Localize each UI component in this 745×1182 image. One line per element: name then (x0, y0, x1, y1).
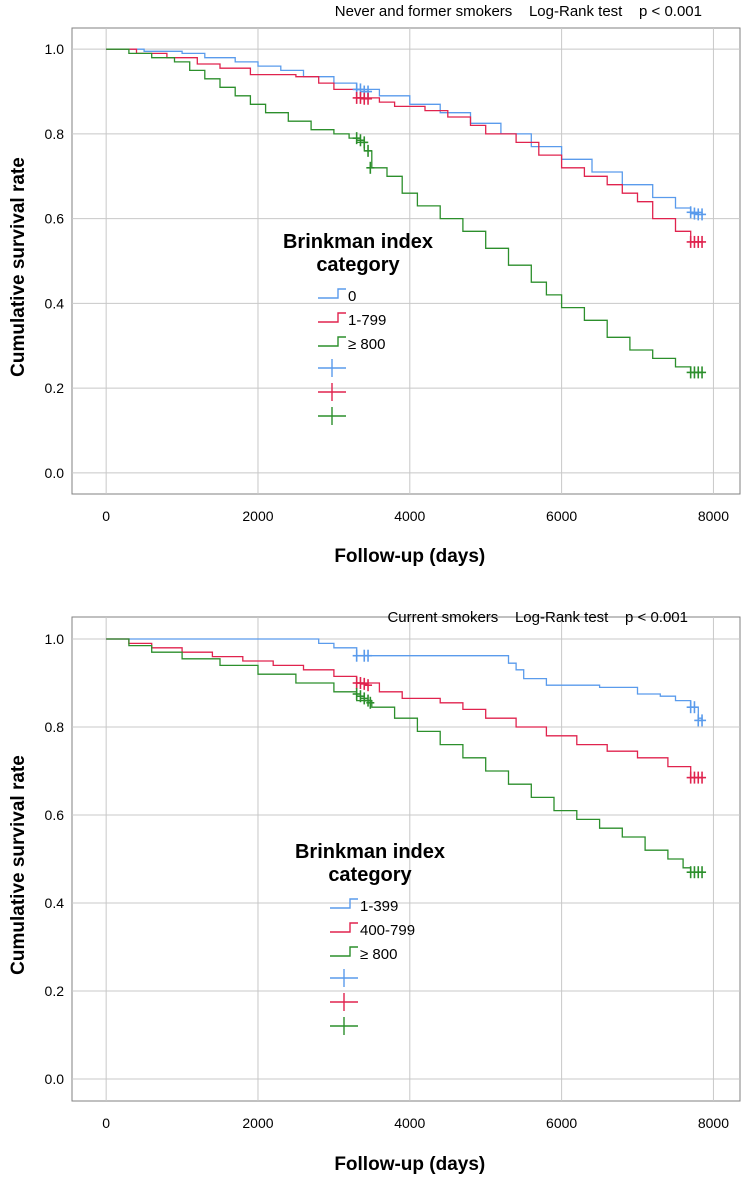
censor-mark-2 (364, 144, 373, 157)
censor-mark-0 (364, 649, 373, 662)
censor-mark-2 (698, 866, 707, 879)
legend-censor-swatch-0 (330, 969, 358, 987)
gridlines (72, 28, 740, 494)
series-line-1 (106, 48, 702, 243)
legend-censor-swatch-1 (318, 383, 346, 401)
censor-mark-0 (690, 207, 699, 220)
y-tick-label: 0.6 (45, 807, 65, 823)
censor-mark-0 (698, 714, 707, 727)
legend-censor-swatch-0 (318, 359, 346, 377)
x-tick-label: 8000 (698, 1115, 729, 1131)
series-lines (106, 48, 703, 374)
censor-mark-2 (352, 688, 361, 700)
legend-censor-swatch-1 (330, 993, 358, 1011)
series-line-0 (106, 638, 703, 721)
legend-line-swatch-1 (330, 922, 358, 933)
legend: Brinkman index category 0 1-799 ≥ 800 (283, 231, 433, 425)
censor-mark-1 (698, 771, 707, 784)
legend-line-swatch-1 (318, 312, 346, 323)
censor-mark-1 (364, 92, 373, 105)
x-tick-label: 0 (102, 508, 110, 524)
y-tick-label: 0.2 (45, 983, 65, 999)
censor-mark-1 (698, 235, 707, 248)
plot-frame (71, 27, 741, 495)
censor-mark-2 (366, 696, 375, 709)
legend-label-0: 0 (348, 288, 356, 305)
series-line-2 (106, 48, 702, 374)
x-tick-label: 2000 (242, 508, 273, 524)
y-axis-label: Cumulative survival rate (8, 755, 29, 975)
legend-label-400-799: 400-799 (360, 922, 415, 939)
y-tick-label: 0.4 (45, 895, 65, 911)
series-line-2 (106, 638, 702, 873)
legend-title-line-2: category (316, 254, 400, 276)
censor-mark-0 (698, 208, 707, 221)
series-line-1 (106, 638, 702, 779)
censor-marks (352, 83, 707, 379)
censor-mark-0 (690, 701, 699, 714)
legend-label-1-399: 1-399 (360, 898, 398, 915)
censor-mark-1 (364, 679, 373, 692)
censor-mark-2 (352, 132, 361, 145)
y-tick-label: 0.4 (45, 295, 65, 311)
legend: Brinkman index category 1-399 400-799 ≥ … (295, 841, 445, 1035)
plot-frame (71, 616, 741, 1102)
censor-mark-0 (686, 206, 695, 219)
x-tick-label: 4000 (394, 1115, 425, 1131)
x-tick-label: 6000 (546, 1115, 577, 1131)
chart-title: Current smokers Log-Rank test p < 0.001 (387, 609, 688, 626)
y-tick-label: 1.0 (45, 631, 65, 647)
censor-marks (352, 649, 707, 879)
censor-mark-2 (356, 690, 365, 703)
y-tick-label: 1.0 (45, 41, 65, 57)
censor-mark-2 (698, 366, 707, 379)
y-tick-label: 0.8 (45, 719, 65, 735)
censor-mark-1 (360, 677, 369, 690)
x-tick-label: 2000 (242, 1115, 273, 1131)
tick-labels: 0 2000 4000 6000 8000 0.0 0.2 0.4 0.6 0.8 1.0 (45, 41, 730, 524)
y-tick-label: 0.0 (45, 1071, 65, 1087)
censor-mark-2 (360, 136, 369, 149)
series-line-0 (106, 48, 703, 215)
legend-label-1-799: 1-799 (348, 312, 386, 329)
legend-censor-swatch-2 (330, 1017, 358, 1035)
legend-title-line-2: category (328, 864, 412, 886)
legend-label-800-plus: ≥ 800 (348, 336, 385, 353)
series-lines (106, 638, 703, 873)
y-tick-label: 0.8 (45, 126, 65, 142)
x-axis-label: Follow-up (days) (334, 546, 485, 567)
y-tick-label: 0.6 (45, 211, 65, 227)
x-tick-label: 4000 (394, 508, 425, 524)
legend-line-swatch-2 (318, 336, 346, 347)
chart-current-smokers: 0 2000 4000 6000 8000 0.0 0.2 0.4 0.6 0.8 1.0 Curr… (8, 609, 741, 1175)
chart-never-former-smokers: 0 2000 4000 6000 8000 0.0 0.2 0.4 0.6 0.8 1.0 Neve… (8, 3, 741, 567)
legend-line-swatch-0 (330, 898, 358, 909)
y-axis-label: Cumulative survival rate (8, 157, 29, 377)
censor-mark-2 (356, 134, 365, 147)
legend-label-800-plus: ≥ 800 (360, 946, 397, 963)
legend-title-line-1: Brinkman index (283, 231, 433, 253)
x-tick-label: 8000 (698, 508, 729, 524)
legend-censor-swatch-2 (318, 407, 346, 425)
censor-mark-1 (356, 91, 365, 104)
censor-mark-1 (356, 677, 365, 689)
y-tick-label: 0.0 (45, 465, 65, 481)
legend-title-line-1: Brinkman index (295, 841, 445, 863)
tick-labels: 0 2000 4000 6000 8000 0.0 0.2 0.4 0.6 0.8 1.0 (45, 631, 730, 1131)
censor-mark-2 (360, 692, 369, 705)
gridlines (72, 617, 740, 1101)
x-axis-label: Follow-up (days) (334, 1154, 485, 1175)
censor-mark-0 (352, 649, 361, 662)
y-tick-label: 0.2 (45, 380, 65, 396)
x-tick-label: 0 (102, 1115, 110, 1131)
chart-title: Never and former smokers Log-Rank test p… (335, 3, 702, 20)
x-tick-label: 6000 (546, 508, 577, 524)
legend-line-swatch-2 (330, 946, 358, 957)
legend-line-swatch-0 (318, 288, 346, 299)
censor-mark-2 (366, 161, 375, 174)
